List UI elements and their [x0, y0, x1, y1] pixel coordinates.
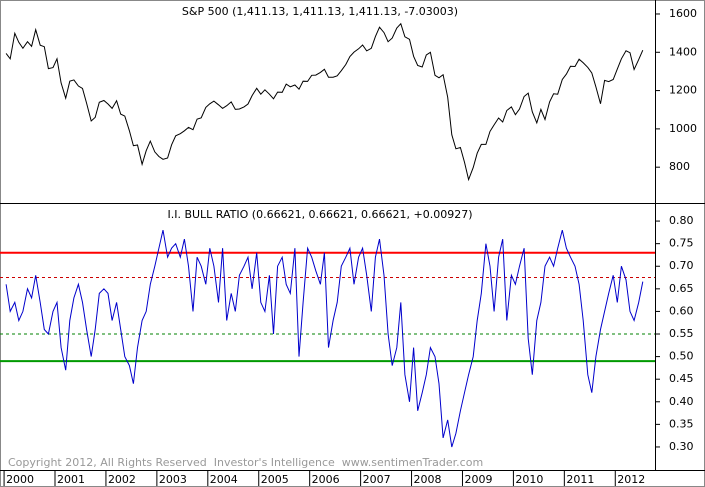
y-tick-label: 0.80 [669, 214, 694, 227]
legend: I.I. BULL RATIO (0.66621, 0.66621, 0.666… [167, 208, 472, 221]
y-tick-label: 0.70 [669, 259, 694, 272]
legend: S&P 500 (1,411.13, 1,411.13, 1,411.13, -… [182, 5, 458, 18]
y-tick-label: 0.60 [669, 304, 694, 317]
x-tick-label: 2004 [210, 473, 238, 486]
y-tick-label: 1400 [669, 45, 697, 58]
x-tick-label: 2003 [159, 473, 187, 486]
y-tick-label: 1200 [669, 84, 697, 97]
x-tick-label: 2002 [108, 473, 136, 486]
x-tick-label: 2012 [617, 473, 645, 486]
y-tick-label: 0.65 [669, 282, 694, 295]
x-tick-label: 2007 [363, 473, 391, 486]
data-line [5, 22, 644, 182]
y-tick-label: 0.30 [669, 440, 694, 453]
x-tick-label: 2005 [261, 473, 289, 486]
y-tick-label: 800 [669, 160, 690, 173]
x-tick-label: 2008 [414, 473, 442, 486]
data-line [5, 229, 644, 448]
y-tick-label: 0.55 [669, 327, 694, 340]
y-tick-label: 0.50 [669, 350, 694, 363]
x-tick-label: 2006 [312, 473, 340, 486]
y-tick-label: 1000 [669, 122, 697, 135]
x-tick-label: 2001 [57, 473, 85, 486]
x-tick-label: 2011 [566, 473, 594, 486]
x-tick-label: 2009 [464, 473, 492, 486]
y-tick-label: 0.35 [669, 417, 694, 430]
y-tick-label: 0.40 [669, 395, 694, 408]
x-tick-label: 2010 [515, 473, 543, 486]
y-tick-label: 1600 [669, 7, 697, 20]
y-tick-label: 0.75 [669, 237, 694, 250]
y-tick-label: 0.45 [669, 372, 694, 385]
x-tick-label: 2000 [6, 473, 34, 486]
annotation: Copyright 2012, All Rights Reserved Inve… [8, 456, 483, 469]
